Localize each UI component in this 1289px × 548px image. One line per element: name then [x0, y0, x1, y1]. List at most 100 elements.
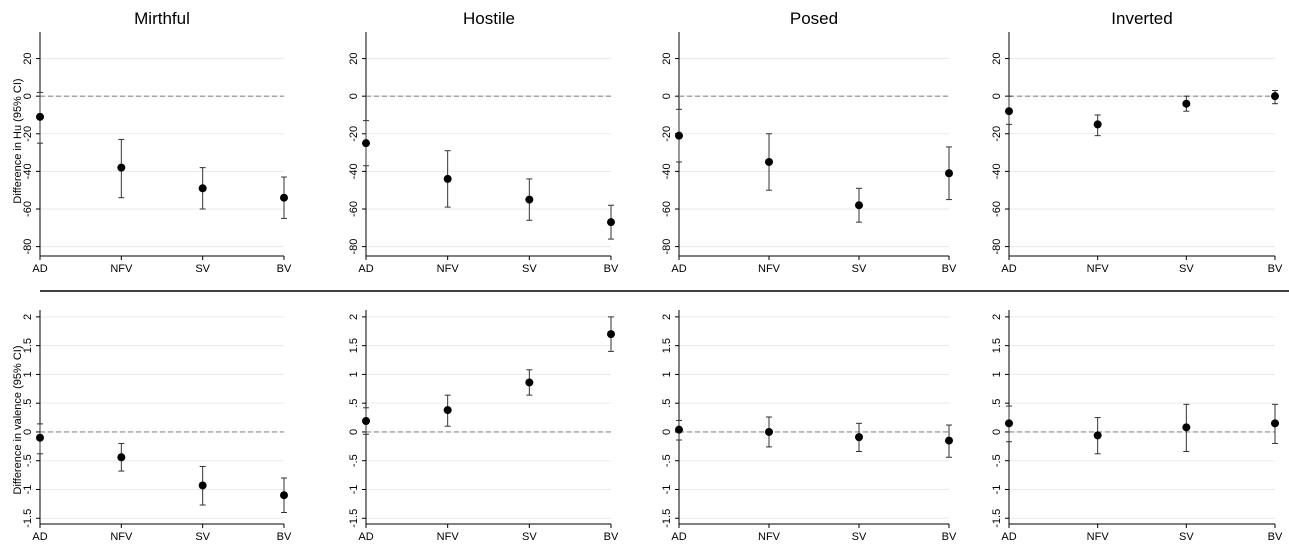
point-marker — [765, 427, 773, 436]
point-marker — [198, 481, 207, 490]
data-point-SV — [198, 167, 207, 210]
point-marker — [945, 436, 953, 445]
y-tick-label: 0 — [348, 93, 360, 99]
point-marker — [1182, 423, 1191, 432]
y-tick-label: -60 — [22, 201, 34, 217]
point-marker — [1093, 431, 1102, 440]
point-marker — [945, 169, 953, 178]
y-tick-label: 2 — [348, 314, 360, 320]
y-tick-label: -40 — [661, 163, 673, 179]
point-marker — [525, 195, 534, 204]
data-point-NFV — [117, 442, 126, 472]
y-tick-label: -.5 — [348, 454, 360, 467]
y-tick-label: -1.5 — [22, 509, 34, 528]
data-point-NFV — [1093, 114, 1102, 137]
column-title-mirthful: Mirthful — [134, 9, 190, 28]
point-marker — [362, 417, 370, 426]
y-tick-label: 0 — [348, 429, 360, 435]
data-point-NFV — [117, 138, 126, 199]
y-tick-label: -1.5 — [348, 509, 360, 528]
x-tick-label: SV — [195, 263, 210, 275]
data-point-AD — [675, 419, 683, 441]
data-point-BV — [280, 477, 288, 513]
panel-hu-4: 20 0 -20 -40 -60 -80 AD NFV SV BV — [991, 32, 1283, 275]
data-point-AD — [675, 108, 683, 163]
column-title-hostile: Hostile — [463, 9, 515, 28]
y-tick-label: 20 — [22, 52, 34, 64]
y-tick-label: 1.5 — [991, 338, 1003, 353]
point-marker — [117, 163, 126, 172]
y-tick-label: -60 — [991, 201, 1003, 217]
data-point-NFV — [765, 416, 773, 448]
x-tick-label: NFV — [437, 531, 460, 543]
x-tick-label: AD — [1001, 531, 1016, 543]
data-point-BV — [945, 424, 953, 458]
x-tick-label: SV — [195, 531, 210, 543]
point-marker — [117, 453, 126, 462]
y-tick-label: -1 — [991, 485, 1003, 495]
point-marker — [198, 184, 207, 193]
point-marker — [607, 330, 615, 339]
x-tick-label: NFV — [110, 263, 133, 275]
data-point-AD — [36, 91, 44, 144]
y-tick-label: -1 — [22, 485, 34, 495]
point-marker — [1005, 107, 1013, 116]
column-title-posed: Posed — [790, 9, 838, 28]
y-tick-label: .5 — [661, 399, 673, 408]
point-marker — [1271, 92, 1279, 101]
x-tick-label: SV — [1179, 531, 1194, 543]
x-tick-label: AD — [32, 263, 47, 275]
y-tick-label: 1.5 — [661, 338, 673, 353]
point-marker — [443, 174, 452, 183]
data-point-BV — [1271, 403, 1279, 444]
x-tick-label: AD — [671, 263, 686, 275]
y-tick-label: 0 — [22, 429, 34, 435]
data-point-NFV — [443, 394, 452, 427]
x-tick-label: BV — [277, 531, 292, 543]
y-tick-label: .5 — [22, 399, 34, 408]
data-point-SV — [855, 422, 863, 453]
y-tick-label: -20 — [348, 126, 360, 142]
point-marker — [855, 201, 863, 210]
ylabel-hu: Difference in Hu (95% CI) — [12, 78, 24, 203]
x-tick-label: SV — [852, 263, 867, 275]
y-tick-label: -80 — [991, 239, 1003, 255]
point-marker — [1271, 419, 1279, 428]
ylabel-valence: Difference in valence (95% CI) — [12, 346, 24, 495]
x-tick-label: BV — [277, 263, 292, 275]
panel-valence-1: 21.51.50-.5-1-1.5AD NFV SV BV — [22, 310, 292, 543]
y-tick-label: 1 — [348, 371, 360, 377]
point-marker — [280, 491, 288, 500]
y-tick-label: -80 — [22, 239, 34, 255]
x-tick-label: NFV — [437, 263, 460, 275]
x-tick-label: BV — [604, 531, 619, 543]
y-tick-label: -.5 — [22, 454, 34, 467]
panel-hu-3: 20 0 -20 -40 -60 -80 AD NFV SV BV — [661, 32, 957, 275]
x-tick-label: NFV — [758, 263, 781, 275]
point-marker — [855, 433, 863, 442]
point-marker — [765, 157, 773, 166]
y-tick-label: -40 — [348, 163, 360, 179]
panel-valence-4: 21.51.50-.5-1-1.5AD NFV SV BV — [991, 310, 1283, 543]
data-point-BV — [1271, 90, 1279, 105]
data-point-BV — [280, 176, 288, 219]
x-tick-label: SV — [522, 531, 537, 543]
column-titles: Mirthful Hostile Posed Inverted — [134, 9, 1173, 28]
y-tick-label: -60 — [348, 201, 360, 217]
y-tick-label: 1 — [991, 371, 1003, 377]
y-tick-label: 2 — [661, 314, 673, 320]
data-point-SV — [525, 369, 534, 396]
x-tick-label: SV — [522, 263, 537, 275]
data-point-SV — [1182, 403, 1191, 453]
x-tick-label: AD — [32, 531, 47, 543]
y-tick-label: -40 — [22, 163, 34, 179]
x-tick-label: BV — [1268, 531, 1283, 543]
point-marker — [280, 193, 288, 202]
column-title-inverted: Inverted — [1111, 9, 1172, 28]
y-tick-label: 1 — [22, 371, 34, 377]
data-point-AD — [362, 407, 370, 435]
data-point-SV — [198, 465, 207, 506]
x-tick-label: BV — [942, 531, 957, 543]
y-tick-label: 2 — [22, 314, 34, 320]
